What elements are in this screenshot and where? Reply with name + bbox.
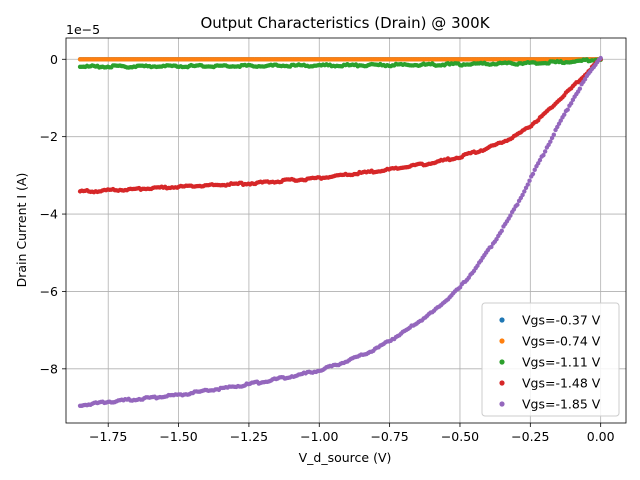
y-tick-label: −6: [40, 284, 58, 299]
legend: Vgs=-0.37 V Vgs=-0.74 V Vgs=-1.11 V Vgs=-1.…: [481, 302, 620, 417]
legend-marker: [499, 380, 505, 386]
series-5: [77, 55, 603, 409]
x-tick-label: −1.25: [230, 429, 268, 444]
data-point: [536, 161, 541, 166]
legend-marker: [499, 317, 505, 323]
data-point: [489, 244, 494, 250]
data-point: [520, 192, 525, 198]
y-axis-label: Drain Current I (A): [14, 173, 29, 288]
axis-ticks: −1.75 −1.50 −1.25 −1.00 −0.75 −0.50 −0.25 0.00 −…: [40, 52, 615, 444]
legend-marker: [499, 401, 505, 407]
x-tick-label: −0.75: [370, 429, 408, 444]
y-tick-label: 0: [50, 52, 58, 67]
data-point: [523, 185, 529, 190]
data-point: [530, 171, 536, 177]
x-tick-label: −0.25: [511, 429, 549, 444]
chart-title: Output Characteristics (Drain) @ 300K: [200, 14, 490, 32]
legend-label: Vgs=-1.48 V: [522, 376, 601, 391]
data-point: [532, 167, 537, 172]
legend-box: [481, 302, 620, 417]
legend-label: Vgs=-0.37 V: [522, 313, 601, 328]
legend-marker: [499, 338, 505, 344]
y-tick-label: −4: [40, 207, 58, 222]
data-point: [515, 202, 520, 207]
y-scale-label: 1e−5: [66, 22, 100, 37]
series-3: [77, 57, 603, 70]
data-point: [527, 178, 532, 183]
plot-frame: [65, 37, 627, 424]
data-point: [577, 86, 583, 91]
data-point: [558, 118, 563, 123]
x-tick-label: −0.50: [441, 429, 479, 444]
x-tick-label: −1.00: [300, 429, 338, 444]
data-point: [541, 153, 546, 158]
legend-label: Vgs=-0.74 V: [522, 334, 601, 349]
data-point: [525, 182, 530, 187]
y-tick-label: −2: [40, 129, 58, 144]
x-tick-label: 0.00: [587, 429, 615, 444]
data-point: [598, 55, 603, 61]
data-point: [549, 135, 555, 141]
data-point: [508, 213, 513, 218]
legend-marker: [499, 359, 505, 365]
data-point: [499, 228, 504, 234]
x-tick-label: −1.50: [159, 429, 197, 444]
data-point: [568, 101, 574, 106]
data-point: [537, 157, 543, 163]
series-2: [77, 57, 603, 62]
legend-label: Vgs=-1.85 V: [522, 397, 601, 412]
x-tick-label: −1.75: [89, 429, 127, 444]
y-tick-label: −8: [40, 361, 58, 376]
data-point: [548, 139, 553, 144]
data-point: [562, 112, 567, 117]
data-point: [522, 189, 527, 194]
data-point: [551, 132, 557, 137]
data-point: [582, 77, 588, 82]
data-point: [565, 107, 570, 112]
data-points: [77, 55, 603, 409]
x-axis-label: V_d_source (V): [299, 450, 392, 465]
data-point: [542, 149, 548, 154]
series-4: [77, 56, 603, 195]
legend-label: Vgs=-1.11 V: [522, 355, 601, 370]
